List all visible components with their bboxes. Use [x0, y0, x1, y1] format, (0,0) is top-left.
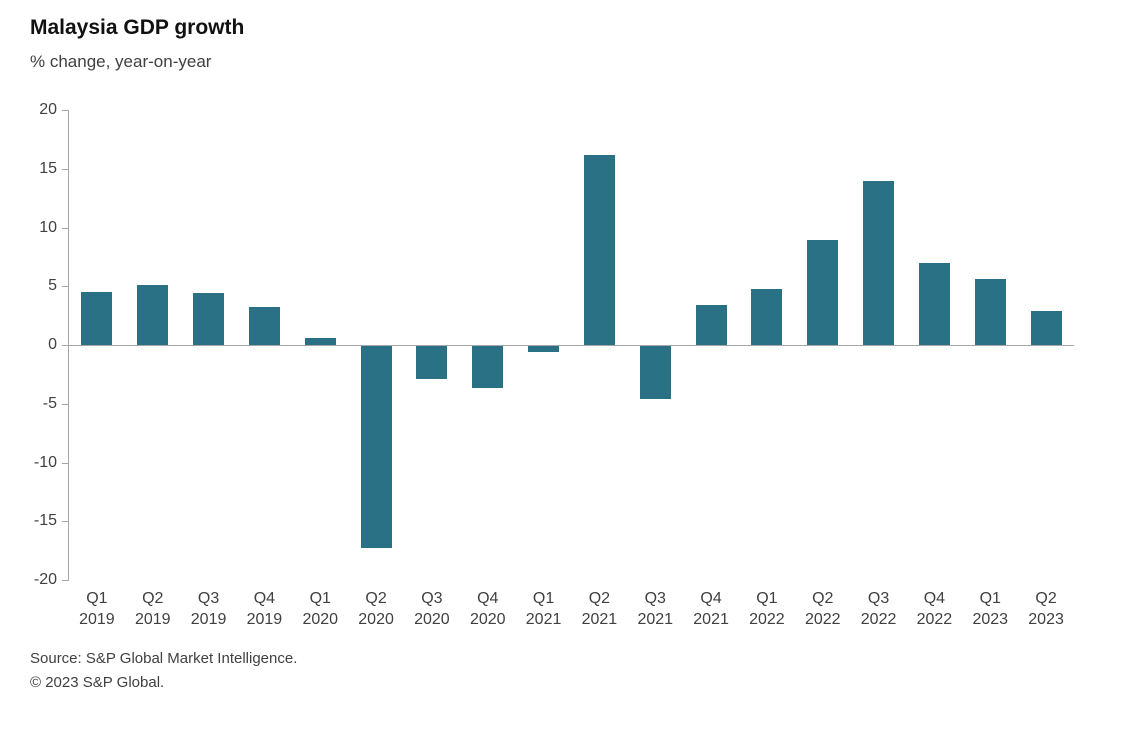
x-tick-label: Q2 2021: [581, 590, 618, 628]
bar: [751, 288, 782, 345]
x-tick-label: Q4 2019: [246, 590, 283, 628]
y-tick-label: -5: [42, 394, 57, 412]
bar: [807, 240, 838, 345]
x-tick-label: Q1 2021: [525, 590, 562, 628]
y-tick-label: 10: [39, 218, 57, 236]
bar: [528, 346, 559, 352]
y-tick-label: 0: [48, 336, 57, 353]
bar: [472, 346, 503, 389]
chart-title: Malaysia GDP growth: [30, 16, 245, 39]
y-tick-label: -20: [33, 571, 57, 588]
bar: [584, 154, 615, 345]
x-tick-label: Q1 2019: [79, 590, 115, 628]
x-tick-label: Q1 2022: [749, 590, 785, 628]
x-tick-label: Q3 2020: [414, 590, 450, 628]
x-tick-label: Q4 2020: [469, 590, 506, 628]
y-tick-label: -10: [33, 453, 57, 471]
y-tick-mark: [62, 403, 69, 405]
x-tick-label: Q3 2019: [190, 590, 227, 628]
zero-line: [69, 345, 1074, 346]
bar: [640, 346, 671, 399]
bar: [416, 346, 447, 379]
x-tick-label: Q1 2020: [302, 590, 339, 628]
y-tick-label: 15: [39, 159, 57, 177]
x-tick-label: Q3 2022: [860, 590, 897, 628]
x-tick-label: Q2 2022: [804, 590, 841, 628]
bar: [361, 346, 392, 549]
chart-subtitle: % change, year-on-year: [30, 52, 212, 71]
bar: [81, 292, 112, 345]
x-tick-label: Q4 2022: [916, 590, 953, 628]
bar: [137, 285, 168, 345]
x-tick-label: Q1 2023: [972, 590, 1009, 628]
source-note: Source: S&P Global Market Intelligence.: [30, 650, 298, 667]
x-tick-label: Q3 2021: [637, 590, 674, 628]
y-tick-mark: [62, 286, 69, 288]
y-tick-mark: [62, 168, 69, 170]
y-tick-mark: [62, 110, 69, 111]
bar: [975, 279, 1006, 345]
y-tick-mark: [62, 227, 69, 229]
x-tick-label: Q4 2021: [693, 590, 729, 628]
bar: [305, 337, 336, 345]
bar: [193, 293, 224, 345]
y-tick-label: -15: [33, 512, 57, 530]
bar: [919, 262, 950, 345]
x-tick-label: Q2 2020: [358, 590, 394, 628]
bar: [863, 180, 894, 345]
x-tick-label: Q2 2019: [134, 590, 171, 628]
plot-area: 20 15 10 5 0 -5 -10 -15 -20 Q1 2019 Q2 2019 Q3 2019 Q4 2…: [34, 101, 1074, 628]
y-tick-label: 20: [39, 101, 57, 118]
y-tick-mark: [62, 345, 69, 346]
bar: [249, 307, 280, 345]
bar: [1031, 310, 1062, 345]
y-tick-mark: [62, 521, 69, 523]
x-tick-label: Q2 2023: [1028, 590, 1064, 628]
y-tick-mark: [62, 580, 69, 581]
bar: [696, 305, 727, 345]
y-tick-mark: [62, 462, 69, 464]
copyright-note: © 2023 S&P Global.: [30, 674, 165, 691]
y-tick-label: 5: [48, 277, 57, 295]
